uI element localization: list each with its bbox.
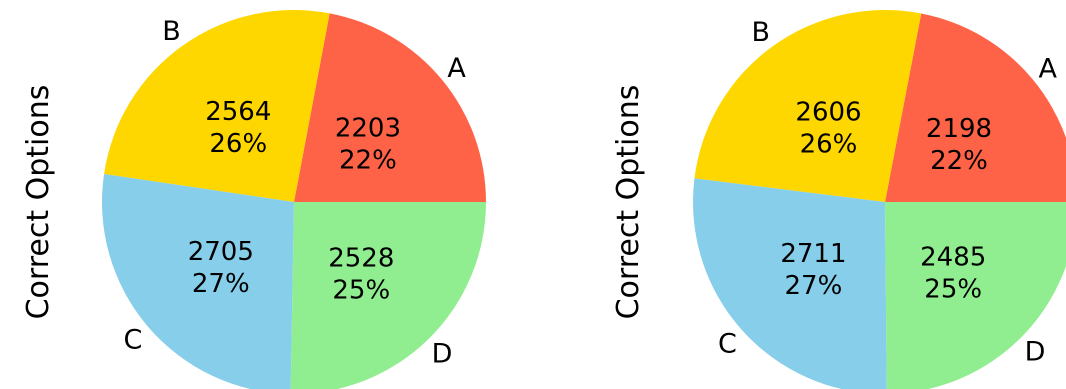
pie-2-value-label-a: 2198 22% (926, 114, 992, 176)
pie-2-category-label-b: B (752, 17, 771, 48)
pie-2-slice-d (885, 202, 1066, 389)
pie-2-value-label-d: 2485 25% (920, 243, 986, 305)
pie-1-value-label-c: 2705 27% (188, 237, 254, 299)
pie-1-category-label-c: C (123, 325, 142, 356)
pie-2-category-label-a: A (1039, 54, 1058, 85)
pie-1-slice-b (104, 9, 330, 202)
pie-2-slice-c (692, 178, 887, 389)
pie-1-value-label-d: 2528 25% (328, 244, 394, 306)
pie-1-value-label-a: 2203 22% (335, 114, 401, 176)
pie-2-category-label-d: D (1025, 337, 1046, 368)
pie-chart-1: Correct Options A 2203 22% B 2564 26% C 2705 27%… (21, 9, 486, 389)
pie-2-category-label-c: C (718, 329, 737, 360)
pie-1-slice-d (290, 202, 486, 389)
pie-1-slice-a (294, 13, 486, 202)
pie-chart-2: Correct Options A 2198 22% B 2606 26% C 2711 27%… (611, 10, 1066, 389)
pie-1-category-label-a: A (447, 53, 466, 84)
pie-1-value-label-b: 2564 26% (205, 97, 271, 159)
pie-1-slice-c (102, 173, 294, 389)
pie-2-value-label-c: 2711 27% (780, 239, 846, 301)
pie-1-category-label-d: D (432, 339, 453, 370)
pie-2-slice-b (694, 10, 922, 203)
pie-chart-1-ylabel: Correct Options (21, 85, 56, 320)
pie-2-value-label-b: 2606 26% (795, 97, 861, 159)
pie-2-slice-a (885, 13, 1066, 202)
pie-1-category-label-b: B (162, 16, 181, 47)
pie-chart-2-ylabel: Correct Options (611, 85, 646, 320)
